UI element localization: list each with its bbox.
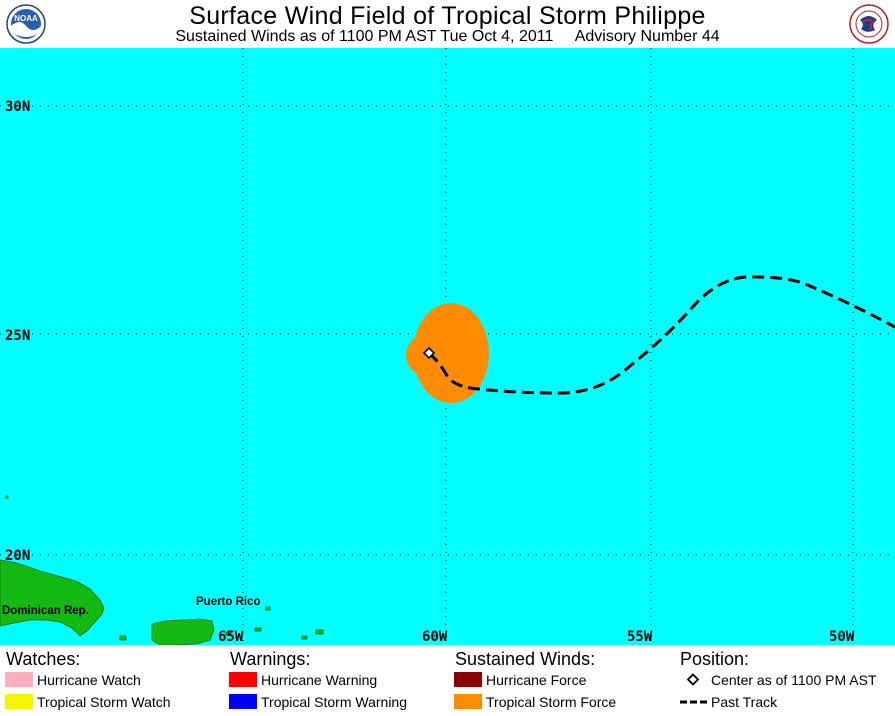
place-label-puerto-rico: Puerto Rico: [196, 596, 261, 608]
diamond-icon: [686, 673, 700, 686]
noaa-logo-text: NOAA: [14, 14, 38, 23]
lon-label-55w: 55W: [627, 629, 653, 645]
swatch-hurricane-warning: [229, 672, 257, 687]
legend-label: Tropical Storm Force: [486, 694, 617, 710]
swatch-hurricane-watch: [5, 672, 33, 687]
dashed-line-icon: [680, 700, 707, 704]
legend-heading-sustained-winds: Sustained Winds:: [455, 649, 596, 669]
lon-label-60w: 60W: [422, 629, 448, 645]
nws-logo: [849, 4, 889, 44]
legend-label: Hurricane Watch: [37, 672, 141, 688]
legend-label: Center as of 1100 PM AST: [711, 672, 877, 688]
storm-center-diamond-icon: [422, 346, 436, 360]
land-puerto-rico: [151, 618, 215, 645]
lon-label-65w: 65W: [218, 629, 244, 645]
legend: Watches: Hurricane Watch Tropical Storm …: [0, 645, 895, 716]
page-subtitle: Sustained Winds as of 1100 PM AST Tue Oc…: [175, 28, 720, 45]
legend-heading-watches: Watches:: [6, 649, 81, 669]
swatch-hurricane-force: [454, 672, 482, 687]
small-islands: [5, 495, 324, 641]
legend-label: Hurricane Force: [486, 672, 587, 688]
land-dominican-rep: [0, 559, 105, 637]
place-label-dominican-rep: Dominican Rep.: [2, 605, 89, 617]
legend-label: Tropical Storm Warning: [261, 694, 408, 710]
lat-label-25n: 25N: [5, 328, 30, 344]
lat-label-30n: 30N: [5, 99, 30, 115]
wind-field-map: 30N 25N 20N Dominican Rep. Puerto Rico 6…: [0, 48, 895, 645]
legend-label: Past Track: [711, 694, 778, 710]
header: NOAA Surface Wind Field of Tropical Stor…: [0, 0, 895, 48]
page-title: Surface Wind Field of Tropical Storm Phi…: [189, 2, 706, 30]
lon-label-50w: 50W: [829, 629, 855, 645]
lat-label-20n: 20N: [5, 548, 30, 564]
swatch-tropical-storm-force: [454, 694, 482, 709]
legend-heading-position: Position:: [680, 649, 750, 669]
legend-label: Hurricane Warning: [261, 672, 378, 688]
past-track: [427, 275, 895, 395]
legend-heading-warnings: Warnings:: [230, 649, 311, 669]
legend-label: Tropical Storm Watch: [37, 694, 171, 710]
swatch-tropical-storm-watch: [5, 694, 33, 709]
noaa-logo: NOAA: [6, 4, 46, 44]
swatch-tropical-storm-warning: [229, 694, 257, 709]
